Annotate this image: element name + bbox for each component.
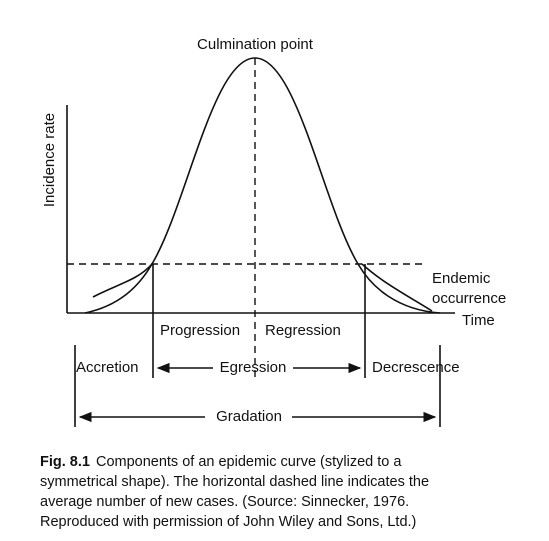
caption-label: Fig. 8.1 — [40, 454, 90, 470]
label: Egression — [220, 359, 287, 376]
label: Accretion — [76, 359, 139, 376]
caption: Fig. 8.1 Components of an epidemic curve … — [40, 454, 402, 470]
axis-label: Incidence rate — [41, 113, 58, 207]
endemic-curve-right — [361, 263, 433, 312]
label: Endemic — [432, 270, 491, 287]
label: Gradation — [216, 408, 282, 425]
caption-line: average number of new cases. (Source: Si… — [40, 494, 409, 510]
label: Progression — [160, 322, 240, 339]
axis-label: Time — [462, 312, 495, 329]
caption-line: symmetrical shape). The horizontal dashe… — [40, 474, 429, 490]
label: Decrescence — [372, 359, 460, 376]
caption-line: Reproduced with permission of John Wiley… — [40, 514, 416, 530]
label: Regression — [265, 322, 341, 339]
label: Culmination point — [197, 36, 314, 53]
label: occurrence — [432, 290, 506, 307]
endemic-curve-left — [92, 263, 153, 298]
caption-line: Components of an epidemic curve (stylize… — [96, 454, 402, 470]
